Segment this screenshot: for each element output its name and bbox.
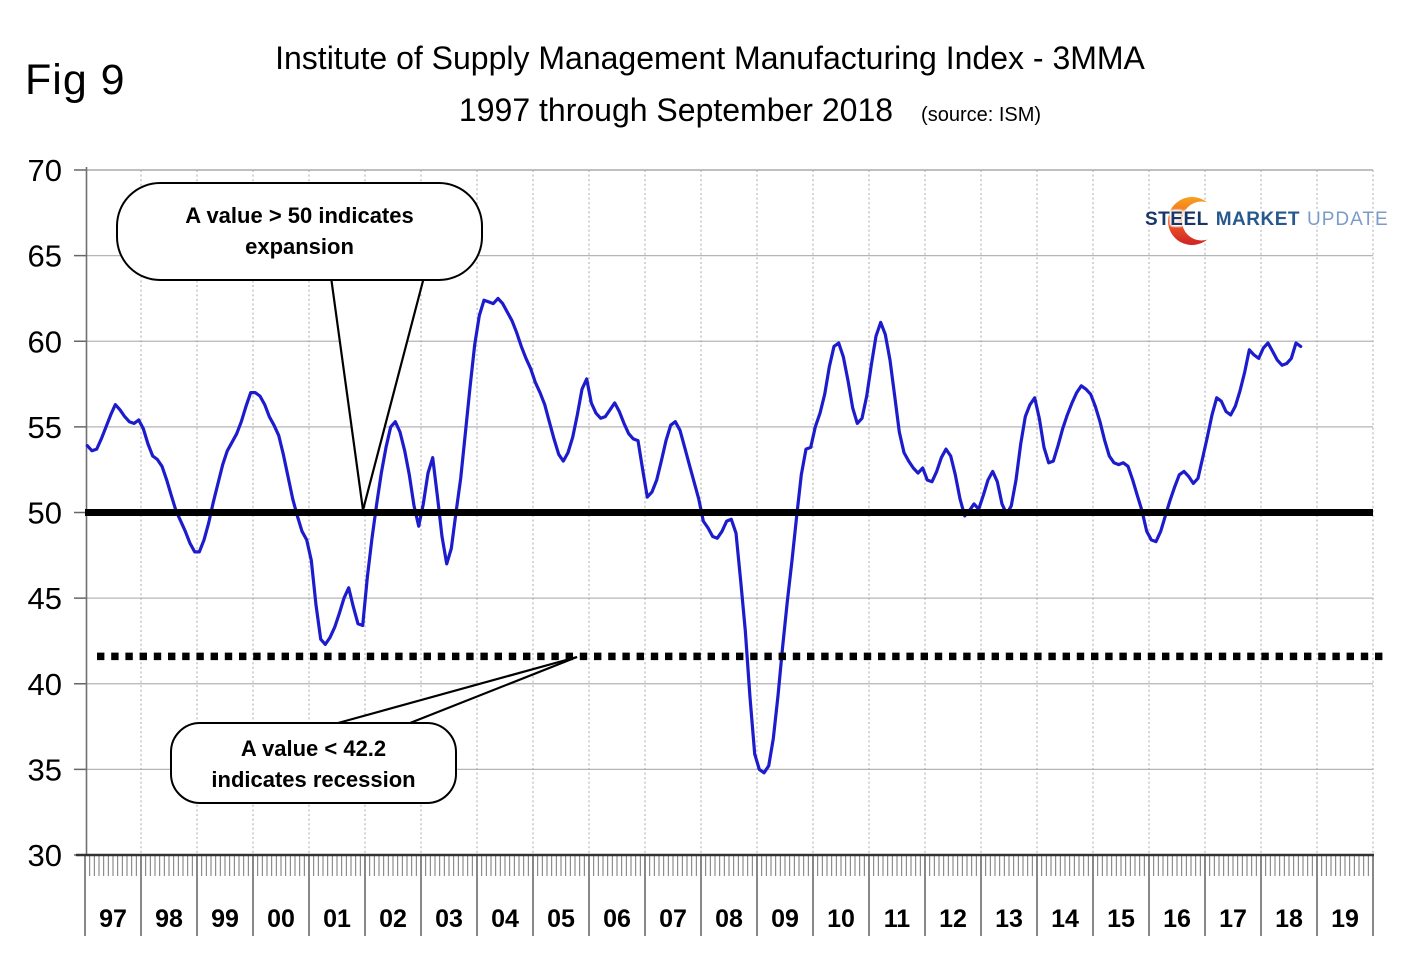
recession-callout-pointer-edge: [337, 655, 578, 725]
logo-crescent-icon: [1168, 197, 1221, 245]
x-axis-label: 14: [1051, 905, 1079, 933]
x-axis-label: 13: [995, 905, 1023, 933]
recession-callout: A value < 42.2 indicates recession: [170, 722, 457, 804]
x-axis-label: 97: [99, 905, 127, 933]
logo-text-update: UPDATE: [1307, 209, 1389, 230]
expansion-callout: A value > 50 indicates expansion: [116, 182, 483, 281]
recession-callout-line2: indicates recession: [211, 767, 416, 792]
chart-title-line1: Institute of Supply Management Manufactu…: [275, 40, 1145, 76]
x-axis-label: 98: [155, 905, 183, 933]
x-axis-label: 11: [884, 905, 911, 933]
recession-callout-line1: A value < 42.2: [240, 736, 387, 761]
figure-label: Fig 9: [25, 56, 126, 104]
y-axis-label: 55: [28, 410, 62, 445]
x-axis-label: 16: [1163, 905, 1191, 933]
expansion-callout-line2: expansion: [245, 234, 354, 259]
x-axis-label: 19: [1331, 905, 1359, 933]
chart-title-line2: 1997 through September 2018 (source: ISM): [120, 92, 1380, 129]
source-note: (source: ISM): [921, 104, 1042, 126]
x-axis-label: 99: [211, 905, 239, 933]
x-axis-label: 18: [1275, 905, 1303, 933]
y-axis-label: 65: [28, 239, 62, 274]
x-axis-label: 12: [939, 905, 967, 933]
logo-text-market: MARKET: [1215, 209, 1301, 230]
y-axis-label: 60: [28, 324, 62, 359]
pmi-3mma-line: [85, 296, 1303, 775]
x-axis-label: 04: [491, 905, 519, 933]
x-axis-label: 09: [771, 905, 799, 933]
x-axis-label: 00: [267, 905, 295, 933]
x-axis-label: 17: [1219, 905, 1247, 933]
y-axis-label: 40: [28, 667, 62, 702]
x-axis-label: 02: [379, 905, 407, 933]
expansion-callout-pointer-edge: [361, 276, 426, 511]
x-axis-label: 05: [547, 905, 575, 933]
expansion-callout-pointer: [331, 278, 424, 510]
x-axis-label: 08: [715, 905, 743, 933]
logo-wordmark: STEEL MARKET UPDATE: [1145, 209, 1389, 231]
x-axis-label: 07: [659, 905, 687, 933]
expansion-callout-line1: A value > 50 indicates: [185, 203, 414, 228]
y-axis-label: 50: [28, 496, 62, 531]
y-axis-label: 70: [28, 153, 62, 188]
x-axis-label: 15: [1107, 905, 1135, 933]
expansion-callout-pointer-edge: [329, 276, 365, 511]
x-axis-label: 10: [827, 905, 855, 933]
chart-subtitle: 1997 through September 2018: [458, 92, 894, 128]
recession-callout-pointer-edge: [409, 655, 578, 725]
y-axis-label: 45: [28, 581, 62, 616]
steel-market-update-logo: STEEL MARKET UPDATE: [1143, 194, 1388, 248]
x-axis-label: 03: [435, 905, 463, 933]
y-axis-label: 30: [28, 838, 62, 873]
x-axis-label: 06: [603, 905, 631, 933]
y-axis-label: 35: [28, 752, 62, 787]
logo-text-steel: STEEL: [1145, 209, 1209, 230]
x-axis-label: 01: [323, 905, 351, 933]
